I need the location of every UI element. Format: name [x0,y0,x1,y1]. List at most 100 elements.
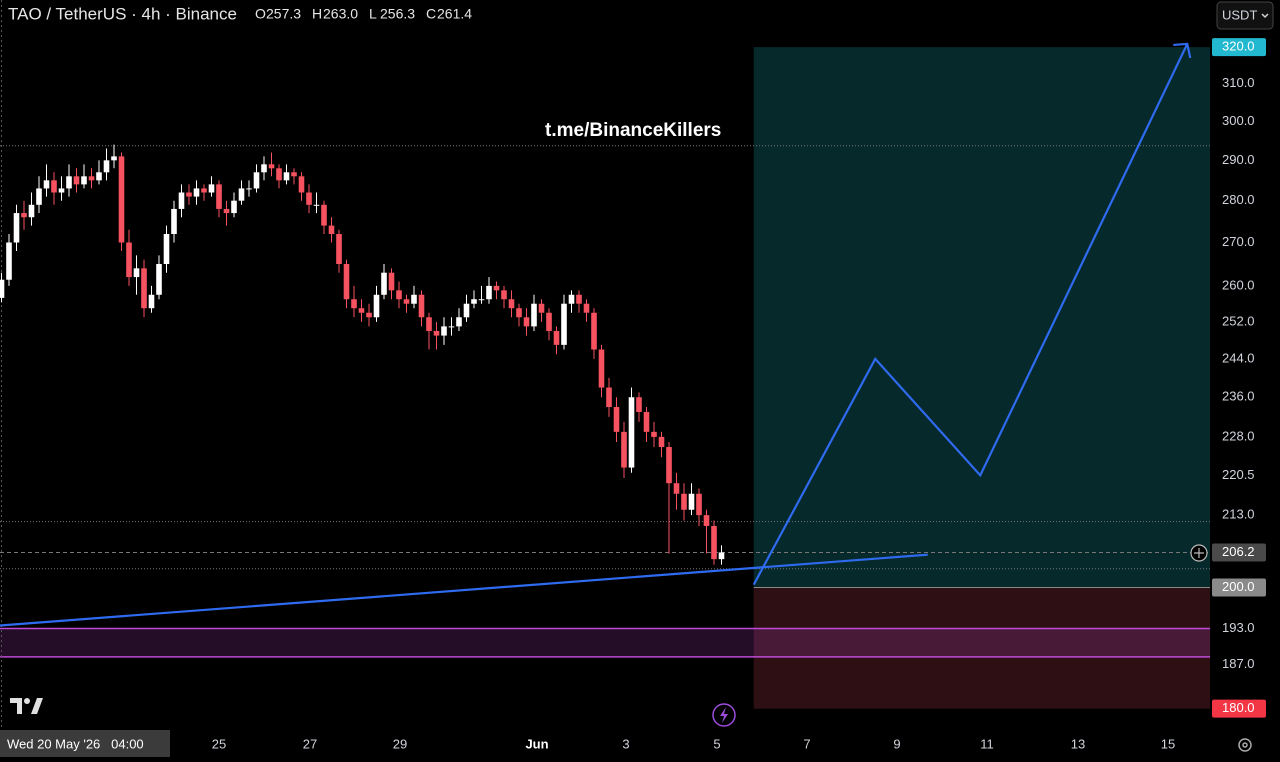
candle-body [478,299,485,301]
candle-body [306,192,312,205]
x-tick-label: 3 [622,736,629,751]
candle-body [231,200,237,214]
candle-body [216,184,222,209]
candle-body [178,192,185,209]
x-tick-label: 9 [893,736,900,751]
candle-body [6,242,12,280]
position-profit-zone [753,47,1210,588]
y-tick-label: 244.0 [1222,350,1255,365]
projection-path [752,43,1189,586]
candle-body [561,303,567,345]
candle-body [666,447,672,484]
candle-body [0,279,5,298]
candle-body [103,160,110,173]
candle-body [718,552,725,560]
x-tick-label: 13 [1071,736,1085,751]
ohlc-key: H [312,6,322,22]
y-tick-label: 187.0 [1222,656,1255,671]
candle-body [703,515,710,526]
candle-body [96,172,102,181]
candle-body [583,303,590,313]
candle-body [193,188,200,197]
candle-body [636,397,642,412]
candle-body [433,330,440,336]
candle-body [58,188,65,193]
y-tick-label: 310.0 [1222,75,1255,90]
candle-body [246,188,252,190]
candle-body [133,268,140,278]
price-axis [1210,0,1280,762]
lightning-icon[interactable] [712,703,736,727]
candle-body [673,483,680,494]
x-tick-label: 5 [713,736,720,751]
ohlc-value: 261.4 [437,6,472,22]
candle-body [621,431,627,468]
x-tick-label: 11 [980,736,994,751]
candle-body [186,192,192,197]
candle-body [471,299,477,304]
ohlc-key: O [255,6,266,22]
y-tick-label: 270.0 [1222,234,1255,249]
candle-body [201,188,207,193]
candle-body [171,208,177,235]
candle-body [546,312,552,331]
ohlc-value: 256.3 [380,6,415,22]
time-axis [0,728,1280,762]
candle-body [238,188,245,201]
candle-body [426,317,432,331]
candle-body [313,204,320,206]
candle-body [268,164,275,169]
candle-body [343,263,350,300]
candle-body [396,290,402,300]
crosshair-date-label: Wed 20 May '26 04:00 [7,736,144,751]
candle-body [598,349,605,388]
candle-body [51,180,57,193]
price-badge [1212,38,1266,57]
candle-body [651,431,657,437]
candle-body [358,308,365,313]
candle-body [606,387,612,408]
candle-body [253,172,260,189]
watermark: t.me/BinanceKillers [545,120,721,141]
candle-body [36,188,42,205]
projection-arrowhead [1173,42,1192,59]
candle-body [351,299,357,309]
candle-body [658,436,665,448]
currency-button[interactable] [1216,1,1274,30]
candle-body [336,234,342,264]
settings-icon[interactable] [1238,738,1252,752]
y-tick-label: 228.0 [1222,428,1255,443]
y-tick-label: 290.0 [1222,152,1255,167]
candle-body [456,317,462,327]
candle-body [523,317,530,327]
candle-body [163,234,170,264]
candle-body [111,156,117,161]
ohlc-value: 263.0 [323,6,358,22]
zone [0,628,1210,657]
y-tick-label: 260.0 [1222,277,1255,292]
candle-body [13,213,20,243]
candle-body [441,326,447,336]
candle-body [576,294,582,304]
y-tick-label: 220.5 [1222,467,1255,482]
candle-body [711,525,717,560]
candle-body [66,176,72,189]
candle-body [643,411,650,432]
candle-body [126,242,132,278]
candle-body [538,303,545,313]
currency-label[interactable]: USDT [1222,7,1257,22]
y-tick-label: 252.0 [1222,313,1255,328]
candle-body [321,204,327,226]
tv-logo [10,698,43,714]
candle-body [328,225,335,235]
add-alert-icon[interactable] [1190,544,1208,562]
candle-body [463,303,470,318]
candle-body [156,263,162,295]
candle-body [28,204,35,218]
x-tick-label: 25 [212,736,226,751]
y-tick-label: 300.0 [1222,113,1255,128]
ohlc-key: L [369,6,377,22]
